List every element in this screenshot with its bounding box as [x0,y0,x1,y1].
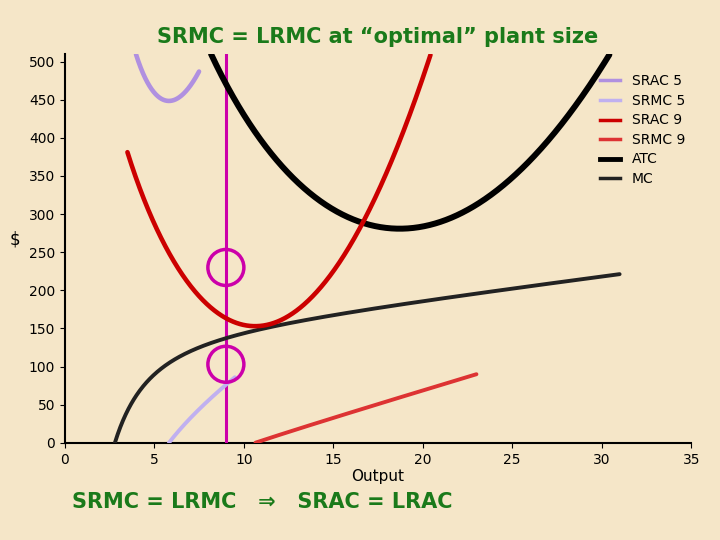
Title: SRMC = LRMC at “optimal” plant size: SRMC = LRMC at “optimal” plant size [158,27,598,47]
X-axis label: Output: Output [351,469,405,484]
Legend: SRAC 5, SRMC 5, SRAC 9, SRMC 9, ATC, MC: SRAC 5, SRMC 5, SRAC 9, SRMC 9, ATC, MC [594,69,690,192]
Text: SRMC = LRMC   ⇒   SRAC = LRAC: SRMC = LRMC ⇒ SRAC = LRAC [72,491,452,511]
Y-axis label: $: $ [9,231,20,248]
